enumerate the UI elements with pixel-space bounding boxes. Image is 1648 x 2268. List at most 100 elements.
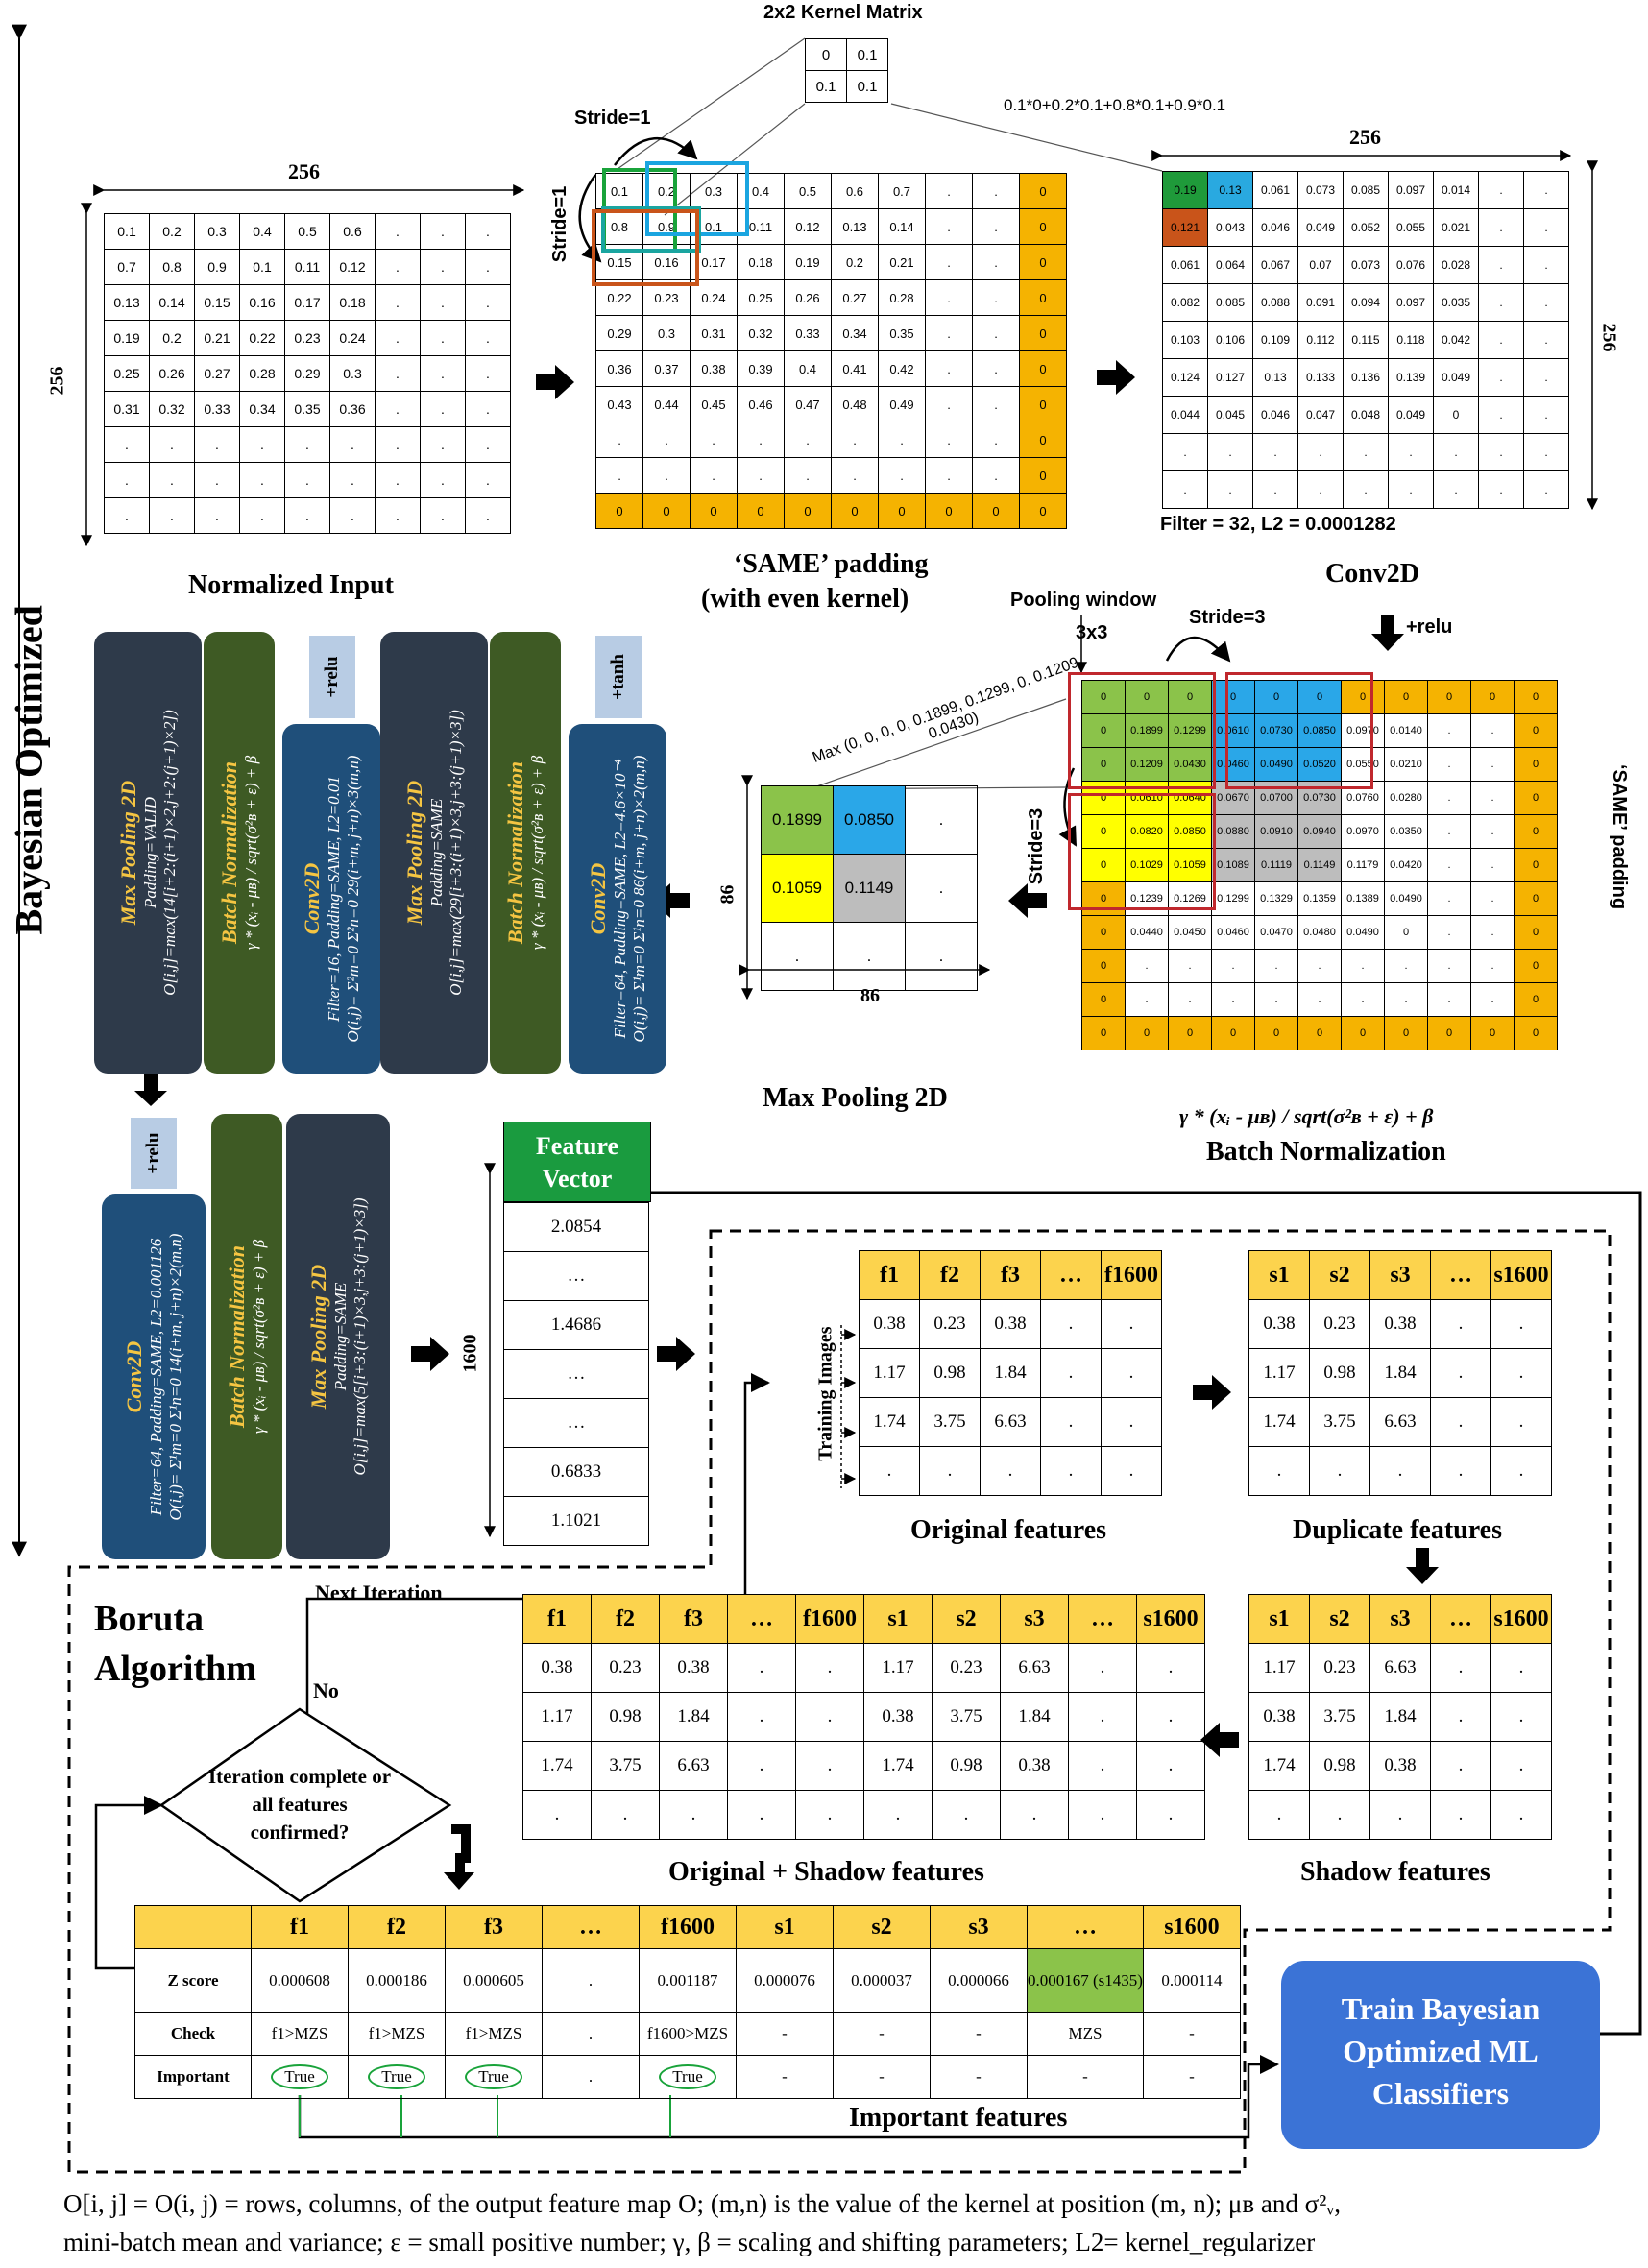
table-cell: 0.45 [690, 386, 738, 422]
boruta-title-1: Boruta [94, 1599, 204, 1639]
table-cell: 0.067 [1252, 246, 1298, 284]
pool-size-label: 3x3 [1076, 622, 1108, 643]
table-cell: . [1430, 1348, 1491, 1398]
table-cell: 0.046 [1252, 396, 1298, 434]
table-cell: . [239, 497, 285, 534]
table-cell: . [1000, 1790, 1069, 1840]
bn-formula: γ * (xᵢ - μʙ) / sqrt(σ²ʙ + ε) + β [1179, 1104, 1434, 1128]
table-cell: 0 [642, 493, 691, 529]
table-cell: . [284, 426, 330, 463]
table-cell: . [595, 457, 643, 494]
table-cell: 0.38 [1248, 1692, 1310, 1742]
table-row: 1.17 0.98 1.84.. [1248, 1348, 1552, 1398]
table-cell: . [878, 457, 926, 494]
network-block-max-pooling-2d: Max Pooling 2D Padding=SAME O[i,j]=max(5[i… [286, 1114, 390, 1559]
table-cell: . [1478, 396, 1524, 434]
table-cell: . [919, 1446, 981, 1496]
table-row: 2.0854 [503, 1202, 649, 1252]
table-cell: 0.0280 [1384, 781, 1428, 815]
table-cell: 0.7 [104, 249, 150, 285]
table-cell: 2.0854 [503, 1202, 649, 1252]
table-cell: 0.001187 [639, 1948, 737, 2013]
table-cell: . [239, 426, 285, 463]
table-cell: - [1142, 2055, 1241, 2099]
table-cell: 0.0460 [1211, 747, 1255, 782]
table-cell: 6.63 [659, 1741, 728, 1791]
table-cell: . [1101, 1299, 1162, 1349]
table-cell: f2 [919, 1250, 981, 1300]
table-row: … [503, 1398, 649, 1448]
table-cell: 0.0610 [1211, 713, 1255, 748]
block-title: Conv2D [122, 1340, 146, 1413]
table-row: 0.36 0.37 0.38 0.39 0.4 0.41 0.42.. 0 [595, 350, 1067, 387]
table-cell: . [1427, 848, 1471, 882]
table-cell: . [284, 497, 330, 534]
table-cell: . [420, 497, 466, 534]
table-cell: 0.1 [846, 38, 888, 71]
block-line: O(i,j)= Σ²m=0 Σ²n=0 29(i+m, j+n)×3(m,n) [344, 755, 362, 1043]
conv-side-label: 256 [1598, 323, 1620, 352]
table-cell: . [1427, 881, 1471, 916]
table-cell: 0.136 [1343, 358, 1389, 397]
table-row: Check f1>MZS f1>MZS f1>MZS. f1600>MZS - - - MZS - [134, 2012, 1241, 2056]
table-cell: 0.0440 [1125, 915, 1169, 950]
table-row: 0.25 0.26 0.27 0.28 0.29 0.3... [104, 355, 511, 392]
table-cell: . [1523, 470, 1569, 509]
table-cell: 0.2 [149, 320, 195, 356]
table-row: ..... [1248, 1446, 1552, 1496]
table-cell: … [1430, 1594, 1491, 1644]
table-cell: . [522, 1790, 592, 1840]
table-cell: 0.38 [522, 1643, 592, 1693]
table-cell: . [465, 391, 511, 427]
table-row: 0.1 0.1 [805, 70, 888, 103]
kernel-title: 2x2 Kernel Matrix [763, 2, 923, 23]
table-row: f1 f2 f3… f1600 [859, 1250, 1162, 1300]
train-classifiers-button[interactable]: Train Bayesian Optimized ML Classifiers [1281, 1961, 1600, 2149]
table-cell: . [465, 462, 511, 498]
important-true-badge: True [271, 2064, 328, 2089]
table-cell: . [690, 457, 738, 494]
table-cell: 0.000186 [348, 1948, 446, 2013]
table-cell: f1>MZS [445, 2012, 543, 2056]
table-cell: . [1211, 982, 1255, 1017]
table-cell: . [420, 391, 466, 427]
table-cell: . [972, 457, 1020, 494]
table-cell: 1.84 [1369, 1692, 1431, 1742]
table-cell: . [690, 422, 738, 458]
table-row: f1 f2 f3… f1600 s1 s2 s3… s1600 [134, 1905, 1241, 1949]
table-row: 0.........0 [1081, 982, 1558, 1017]
table-cell: 6.63 [980, 1397, 1041, 1447]
table-cell: f3 [445, 1905, 543, 1949]
table-row: .......... [522, 1790, 1205, 1840]
conv-grid: 0.19 0.13 0.061 0.073 0.085 0.097 0.014.. 0.121… [1162, 171, 1569, 509]
table-cell: MZS [1027, 2012, 1144, 2056]
table-cell: 0.47 [784, 386, 832, 422]
table-cell: s1 [736, 1905, 834, 1949]
duplicate-features-table: s1 s2 s3… s1600 0.38 0.23 0.38.. 1.17 0.98 1.84..… [1248, 1250, 1552, 1496]
table-cell: 0.1029 [1125, 848, 1169, 882]
table-cell: 0.000037 [833, 1948, 931, 2013]
table-cell: 0 [1081, 814, 1126, 849]
table-cell: . [932, 1790, 1001, 1840]
table-cell: . [972, 350, 1020, 387]
table-cell: 0 [1019, 208, 1067, 245]
table-cell: 0 [1125, 1016, 1169, 1050]
dup-caption: Duplicate features [1293, 1515, 1502, 1545]
table-cell: . [1248, 1446, 1310, 1496]
kernel-matrix: 0 0.1 0.1 0.1 [805, 38, 888, 103]
table-cell: 0.000167 (s1435) [1027, 1948, 1144, 2013]
table-cell: - [930, 2055, 1028, 2099]
table-cell: 0.1299 [1168, 713, 1212, 748]
table-cell: 0.0420 [1384, 848, 1428, 882]
table-cell: 0.29 [595, 315, 643, 351]
table-cell: 0.19 [784, 244, 832, 280]
table-cell: 0.38 [1248, 1299, 1310, 1349]
table-cell: 0 [972, 493, 1020, 529]
table-cell: 0.076 [1388, 246, 1434, 284]
table-row: Important True True True. True - - - - - [134, 2055, 1241, 2099]
table-cell: . [1207, 470, 1253, 509]
table-row: ... [761, 922, 978, 991]
table-cell: . [1125, 949, 1169, 983]
table-cell: . [737, 457, 785, 494]
table-row: 0.19 0.13 0.061 0.073 0.085 0.097 0.014.. [1162, 171, 1569, 209]
